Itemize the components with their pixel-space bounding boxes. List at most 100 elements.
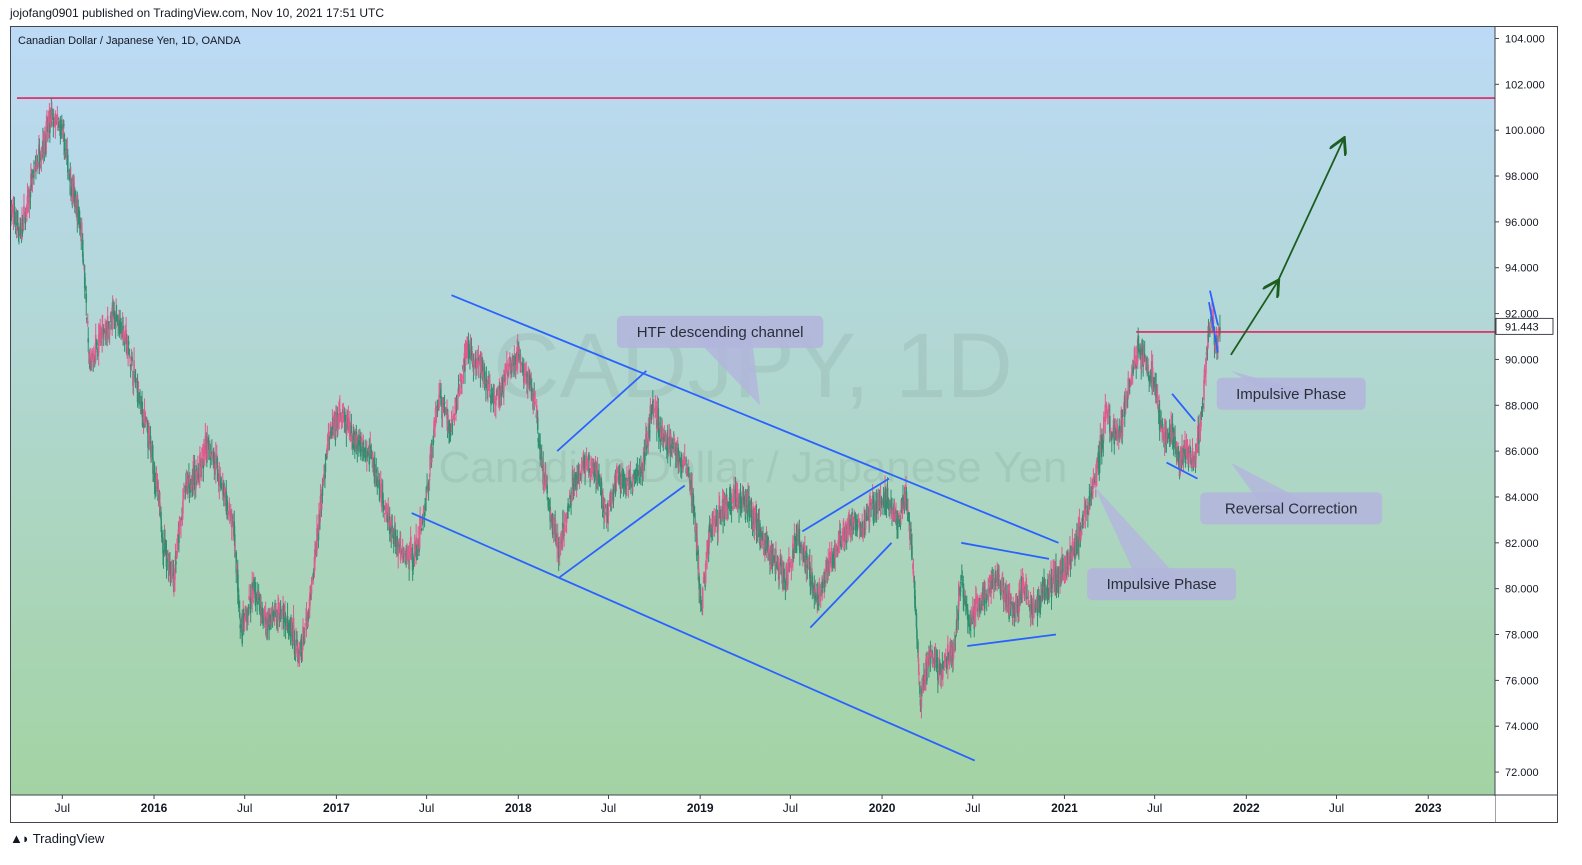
candle-body [1147,364,1149,375]
candle-body [649,405,652,422]
candle-body [328,432,330,438]
price-scale-bg [1496,27,1557,822]
candle-body [233,534,236,547]
candle-body [844,522,847,530]
candle-body [757,519,760,531]
candle-body [1019,593,1021,600]
candle-body [495,395,498,400]
candle-body [462,371,465,373]
candle-body [563,524,566,532]
candle-body [534,402,537,404]
candle-body [914,606,917,612]
candle-body [734,489,737,500]
candle-body [49,110,52,124]
candle-body [567,503,569,509]
candle-body [806,552,808,558]
candle-body [412,560,414,570]
candle-body [946,658,948,668]
candle-body [1068,558,1070,566]
candle-body [433,420,435,431]
candle-body [690,480,693,490]
candle-body [722,502,725,518]
candle-body [1013,605,1016,618]
candle-body [525,370,528,376]
candle-body [851,517,854,527]
candle-body [45,121,48,141]
candle-body [458,385,461,396]
candle-body [808,557,810,559]
candle-body [768,547,770,555]
candle-body [731,498,733,502]
candle-body [363,447,366,453]
candle-body [717,517,719,531]
candle-body [947,652,950,661]
candle-body [77,206,80,220]
candle-body [740,496,742,509]
candle-body [420,529,423,531]
candle-body [32,175,34,177]
candle-body [865,515,868,521]
candle-body [378,488,381,490]
candle-body [710,525,712,538]
candle-body [176,538,179,549]
time-tick-label: Jul [1147,801,1162,815]
triangle-lower [967,633,1057,647]
candle-body [942,669,944,679]
chart-pane[interactable]: CADJPY, 1D Canadian Dollar / Japanese Yen… [10,26,1558,823]
candle-body [273,613,276,622]
candle-body [293,639,296,655]
candle-body [1128,380,1131,388]
candle-body [46,117,48,125]
candle-body [832,556,835,565]
candle-body [94,335,97,351]
candle-body [174,567,176,580]
candle-body [1163,431,1166,445]
candle-body [968,624,971,627]
candle-body [451,424,454,426]
price-tick-label: 96.000 [1505,217,1539,229]
candle-body [1193,457,1196,465]
candle-body [820,583,823,589]
price-tick-label: 102.000 [1505,79,1545,91]
candle-body [798,528,801,544]
candle-body [349,422,352,435]
candle-body [813,584,816,599]
candle-body [1121,418,1124,425]
candle-body [360,450,362,457]
candle-body [44,132,46,152]
candle-body [668,437,671,449]
candle-body [1095,476,1097,486]
candle-body [489,381,491,383]
candle-body [1089,496,1091,501]
candle-body [595,472,597,481]
tradingview-footer[interactable]: ▲◗ TradingView [10,831,104,846]
candle-body [816,594,819,600]
candle-body [527,376,530,383]
candle-body [463,352,466,361]
candle-body [18,230,20,232]
candle-body [60,126,62,128]
candle-body [660,431,662,439]
candle-body [455,397,458,402]
candle-body [893,506,896,520]
candle-body [81,239,84,258]
candle-body [608,503,611,507]
candle-body [1101,439,1103,453]
candle-body [640,464,643,466]
candle-body [1107,409,1110,417]
candle-body [270,612,273,617]
candle-body [47,122,50,128]
candle-body [743,499,746,501]
candle-body [1162,427,1164,440]
time-tick-label: Jul [783,801,798,815]
candle-body [673,447,676,452]
candle-body [697,568,700,576]
candle-body [799,544,802,547]
candle-body [570,497,573,500]
candle-body [715,515,718,520]
candle-body [1153,380,1155,383]
candle-body [318,513,320,529]
candle-body [516,344,519,362]
candle-body [849,519,851,531]
